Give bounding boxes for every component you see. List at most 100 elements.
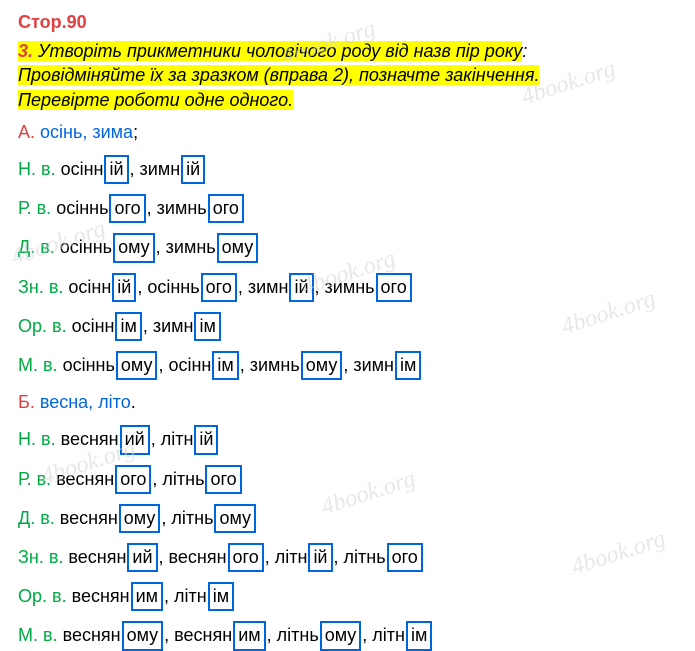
variant-letter: А. [18, 122, 35, 142]
ending-box: ому [119, 504, 161, 533]
sep: , осінн [158, 355, 211, 375]
ending-box: ому [116, 351, 158, 380]
case-mv-b: М. в. весняному, весняним, літньому, літ… [18, 621, 677, 650]
task-part2: Провідміняйте їх за зразком (вправа 2), … [18, 65, 539, 85]
ending-box: ій [112, 273, 136, 302]
ending-box: ого [387, 543, 423, 572]
ending-box: им [131, 582, 163, 611]
case-dv-b: Д. в. весняному, літньому [18, 504, 677, 533]
case-label: Д. в. [18, 237, 55, 257]
page-header: Стор.90 [18, 12, 677, 33]
stem: осіннь [60, 237, 112, 257]
sep: , зимн [343, 355, 394, 375]
case-label: Р. в. [18, 469, 51, 489]
case-label: Р. в. [18, 198, 51, 218]
task-part1: Утворіть прикметники чоловічого роду від… [33, 41, 522, 61]
sep: , зимнь [315, 277, 375, 297]
sep: , зимн [238, 277, 289, 297]
variant-words: весна, літо [40, 392, 131, 412]
task-part3: Перевірте роботи одне одного. [18, 90, 293, 110]
ending-box: ій [194, 425, 218, 454]
variant-b: Б. весна, літо. [18, 390, 677, 415]
ending-box: ому [214, 504, 256, 533]
ending-box: ого [228, 543, 264, 572]
ending-box: ім [208, 582, 234, 611]
variant-semi: ; [133, 122, 138, 142]
ending-box: ім [212, 351, 238, 380]
ending-box: ого [208, 194, 244, 223]
ending-box: ім [406, 621, 432, 650]
ending-box: ій [308, 543, 332, 572]
case-label: М. в. [18, 625, 58, 645]
sep: , зимн [143, 316, 194, 336]
stem: веснян [63, 625, 121, 645]
task-colon: : [522, 41, 527, 61]
case-orv-a: Ор. в. осіннім, зимнім [18, 312, 677, 341]
ending-box: ій [181, 155, 205, 184]
variant-letter: Б. [18, 392, 35, 412]
ending-box: ому [113, 233, 155, 262]
case-label: Зн. в. [18, 277, 63, 297]
stem: веснян [72, 586, 130, 606]
case-nv-a: Н. в. осінній, зимній [18, 155, 677, 184]
stem: осіннь [63, 355, 115, 375]
stem: осінн [68, 277, 111, 297]
ending-box: ого [201, 273, 237, 302]
stem: осінн [61, 159, 104, 179]
ending-box: ому [217, 233, 259, 262]
sep: , літнь [334, 547, 386, 567]
ending-box: ім [194, 312, 220, 341]
ending-box: ім [395, 351, 421, 380]
sep: , літнь [152, 469, 204, 489]
sep: , зимнь [147, 198, 207, 218]
case-label: Ор. в. [18, 586, 67, 606]
sep: , веснян [164, 625, 232, 645]
stem: веснян [60, 508, 118, 528]
ending-box: ого [205, 465, 241, 494]
stem: веснян [61, 429, 119, 449]
case-label: Д. в. [18, 508, 55, 528]
sep: , зимн [130, 159, 181, 179]
ending-box: ого [376, 273, 412, 302]
case-dv-a: Д. в. осінньому, зимньому [18, 233, 677, 262]
sep: , літн [265, 547, 308, 567]
sep: , літнь [267, 625, 319, 645]
case-label: М. в. [18, 355, 58, 375]
ending-box: им [233, 621, 265, 650]
case-rv-a: Р. в. осіннього, зимнього [18, 194, 677, 223]
case-znv-b: Зн. в. весняний, весняного, літній, літн… [18, 543, 677, 572]
sep: , літнь [161, 508, 213, 528]
ending-box: ого [115, 465, 151, 494]
ending-box: ого [109, 194, 145, 223]
sep: , веснян [159, 547, 227, 567]
sep: , літн [164, 586, 207, 606]
task-text: 3. Утворіть прикметники чоловічого роду … [18, 39, 677, 112]
stem: веснян [56, 469, 114, 489]
case-orv-b: Ор. в. весняним, літнім [18, 582, 677, 611]
ending-box: ому [301, 351, 343, 380]
case-mv-a: М. в. осінньому, осіннім, зимньому, зимн… [18, 351, 677, 380]
variant-a: А. осінь, зима; [18, 120, 677, 145]
ending-box: ім [115, 312, 141, 341]
case-label: Н. в. [18, 429, 56, 449]
stem: осіннь [56, 198, 108, 218]
case-label: Зн. в. [18, 547, 63, 567]
ending-box: ій [104, 155, 128, 184]
case-rv-b: Р. в. весняного, літнього [18, 465, 677, 494]
case-znv-a: Зн. в. осінній, осіннього, зимній, зимнь… [18, 273, 677, 302]
case-label: Н. в. [18, 159, 56, 179]
sep: , літн [362, 625, 405, 645]
sep: , зимнь [156, 237, 216, 257]
case-nv-b: Н. в. весняний, літній [18, 425, 677, 454]
sep: , осіннь [137, 277, 199, 297]
ending-box: ому [122, 621, 164, 650]
variant-words: осінь, зима [40, 122, 133, 142]
stem: осінн [72, 316, 115, 336]
case-label: Ор. в. [18, 316, 67, 336]
sep: , зимнь [240, 355, 300, 375]
stem: веснян [68, 547, 126, 567]
task-number: 3. [18, 41, 33, 61]
ending-box: ому [320, 621, 362, 650]
ending-box: ий [120, 425, 150, 454]
ending-box: ій [289, 273, 313, 302]
